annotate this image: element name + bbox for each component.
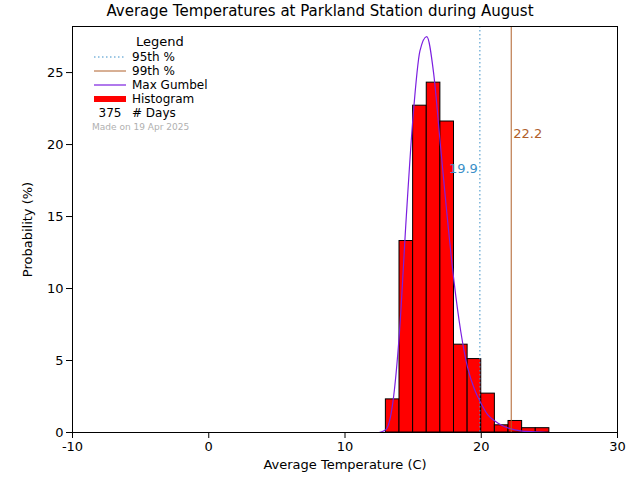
- html-text:95th %: 95th %: [132, 50, 175, 64]
- svg-text:15: 15: [47, 209, 64, 224]
- html-text:# Days: # Days: [132, 106, 176, 120]
- html-text:99th %: 99th %: [132, 64, 175, 78]
- svg-text:5: 5: [55, 353, 63, 368]
- html-text:375: 375: [98, 106, 122, 120]
- svg-text:22.2: 22.2: [513, 126, 542, 141]
- svg-text:10: 10: [47, 281, 64, 296]
- svg-text:20: 20: [473, 439, 490, 454]
- svg-text:10: 10: [337, 439, 354, 454]
- svg-text:Average Temperature (C): Average Temperature (C): [263, 457, 426, 472]
- html-text:Average Temperatures at Parkla: Average Temperatures at Parkland Station…: [106, 2, 534, 20]
- svg-text:-10: -10: [62, 439, 83, 454]
- svg-text:30: 30: [609, 439, 626, 454]
- html-text:Histogram: Histogram: [132, 92, 195, 106]
- svg-text:0: 0: [205, 439, 213, 454]
- svg-text:0: 0: [55, 425, 63, 440]
- svg-text:25: 25: [47, 65, 64, 80]
- svg-text:Probability (%): Probability (%): [20, 182, 35, 277]
- html-text:Legend: Legend: [135, 34, 184, 49]
- html-text:Made on 19 Apr 2025: Made on 19 Apr 2025: [92, 122, 190, 132]
- svg-text:19.9: 19.9: [449, 161, 478, 176]
- html-text:Max Gumbel: Max Gumbel: [132, 78, 208, 92]
- svg-text:20: 20: [47, 137, 64, 152]
